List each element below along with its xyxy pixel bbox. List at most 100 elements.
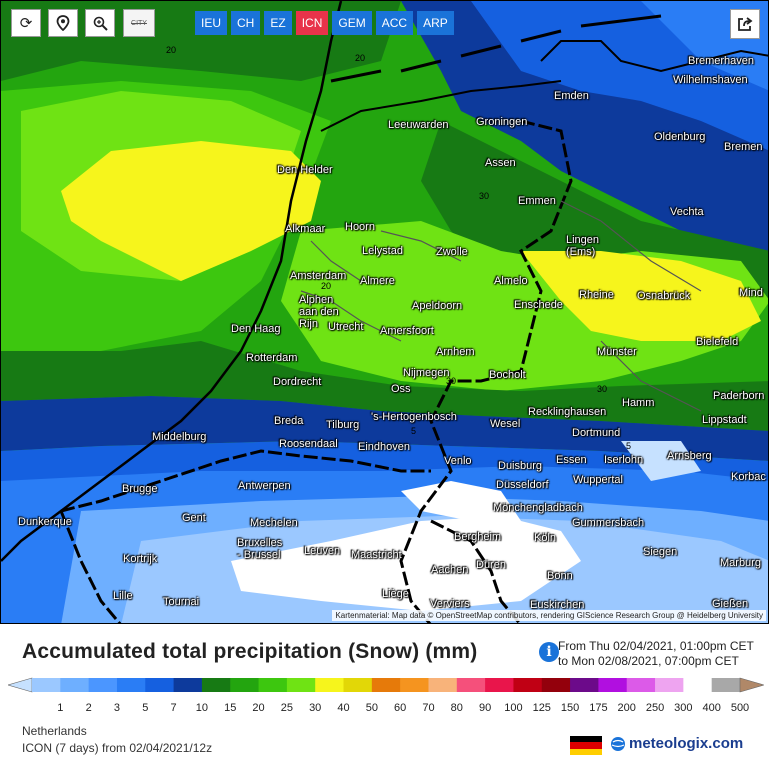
model-button-ch[interactable]: CH [231,11,261,35]
city-label: Wuppertal [573,474,623,486]
scale-swatch [428,678,458,692]
city-toggle-button[interactable]: CITY [123,9,155,37]
scale-tick-label: 125 [532,702,551,714]
scale-tick-label: 5 [142,702,149,714]
scale-swatch [145,678,175,692]
model-run-info: ICON (7 days) from 02/04/2021/12z [22,741,213,755]
scale-tick-label: 400 [702,702,721,714]
isoline-label: 5 [626,441,632,451]
scale-swatch [371,678,401,692]
scale-swatch [711,678,741,692]
city-label: Essen [556,454,587,466]
city-label: Tilburg [326,419,360,431]
scale-swatch [32,678,61,692]
city-label: Rotterdam [246,352,298,364]
isoline-label: 20 [321,281,332,291]
scale-swatch [88,678,118,692]
city-label: Bruxelles - Brussel [237,537,283,561]
city-label: Tournai [163,596,200,608]
isoline-label: 30 [446,376,457,386]
city-label: Euskirchen [530,599,585,611]
city-label: Dortmund [572,427,621,439]
city-label: Maastricht [351,549,402,561]
scale-tick-label: 300 [674,702,693,714]
city-label: Breda [274,415,304,427]
share-button[interactable] [730,9,760,39]
model-button-gem[interactable]: GEM [332,11,372,35]
city-label: Düren [476,559,506,571]
scale-tick-label: 70 [422,702,435,714]
refresh-button[interactable]: ⟳ [11,9,41,37]
model-button-acc[interactable]: ACC [375,11,414,35]
scale-swatch [400,678,429,692]
zoom-button[interactable] [85,9,115,37]
city-label: Gent [182,512,206,524]
scale-tick-label: 250 [645,702,665,714]
city-label: Leeuwarden [388,119,449,131]
model-button-ieu[interactable]: IEU [195,11,228,35]
isoline-label: 5 [411,426,417,436]
city-label: Osnabrück [637,290,691,302]
scale-swatch [683,678,713,692]
scale-tick-label: 150 [560,702,580,714]
city-label: Almere [360,275,395,287]
flag-stripe [570,748,602,755]
scale-swatch [315,678,345,692]
scale-tick-label: 30 [309,702,322,714]
brand-logo[interactable]: meteologix.com [610,735,743,752]
city-label: Den Haag [231,323,281,335]
city-label: Verviers [430,598,470,610]
scale-swatch [286,678,316,692]
city-label: Marburg [720,557,761,569]
legend-title: Accumulated total precipitation (Snow) (… [22,640,478,663]
city-label: Lingen (Ems) [566,234,600,258]
scale-swatch [258,678,288,692]
period-from: From Thu 02/04/2021, 01:00pm CET [558,639,754,653]
precipitation-map[interactable]: 20 20 20 30 30 30 5 5 Bremerhaven Wilhel… [0,0,769,624]
scale-tick-label: 25 [280,702,293,714]
city-label: Düsseldorf [496,479,549,491]
city-label: Arnsberg [667,450,712,462]
city-label: Nijmegen [403,367,450,379]
region-name: Netherlands [22,724,87,738]
city-label: Almelo [494,275,528,287]
location-button[interactable] [48,9,78,37]
scale-tick-label: 2 [85,702,92,714]
city-label: Hamm [622,397,655,409]
model-button-ez[interactable]: EZ [264,11,292,35]
city-label: Bremerhaven [688,55,755,67]
scale-tick-label: 80 [450,702,463,714]
city-label: Korbac [731,471,766,483]
city-label: Bergheim [454,531,502,543]
precipitation-field [1,1,768,623]
scale-swatch [626,678,656,692]
scale-tick-label: 200 [617,702,636,714]
city-label: Oss [391,383,411,395]
isoline-label: 30 [479,191,490,201]
scale-tick-label: 40 [337,702,350,714]
scale-tick-label: 15 [224,702,237,714]
city-label: Bremen [724,141,763,153]
flag-stripe [570,736,602,743]
city-label: Zwolle [436,246,468,258]
scale-swatch [201,678,231,692]
city-label: Venlo [444,455,472,467]
info-icon[interactable]: i [539,642,559,662]
city-label: Bocholt [489,369,526,381]
refresh-icon: ⟳ [19,15,33,32]
scale-tick-label: 90 [478,702,492,714]
city-label: Recklinghausen [528,406,607,418]
city-label: Lippstadt [702,414,747,426]
scale-tick-label: 10 [195,702,209,714]
germany-flag-icon[interactable] [570,736,602,755]
scale-tick-label: 3 [113,702,121,714]
model-button-icn[interactable]: ICN [295,11,329,35]
city-label: Hoorn [345,221,375,233]
city-label: Lille [113,590,133,602]
model-button-arp[interactable]: ARP [417,11,454,35]
zoom-icon [93,16,108,31]
city-label: Mind [739,287,763,299]
scale-swatch [343,678,373,692]
city-label: Alkmaar [285,223,326,235]
city-toggle-label: CITY [131,19,147,27]
